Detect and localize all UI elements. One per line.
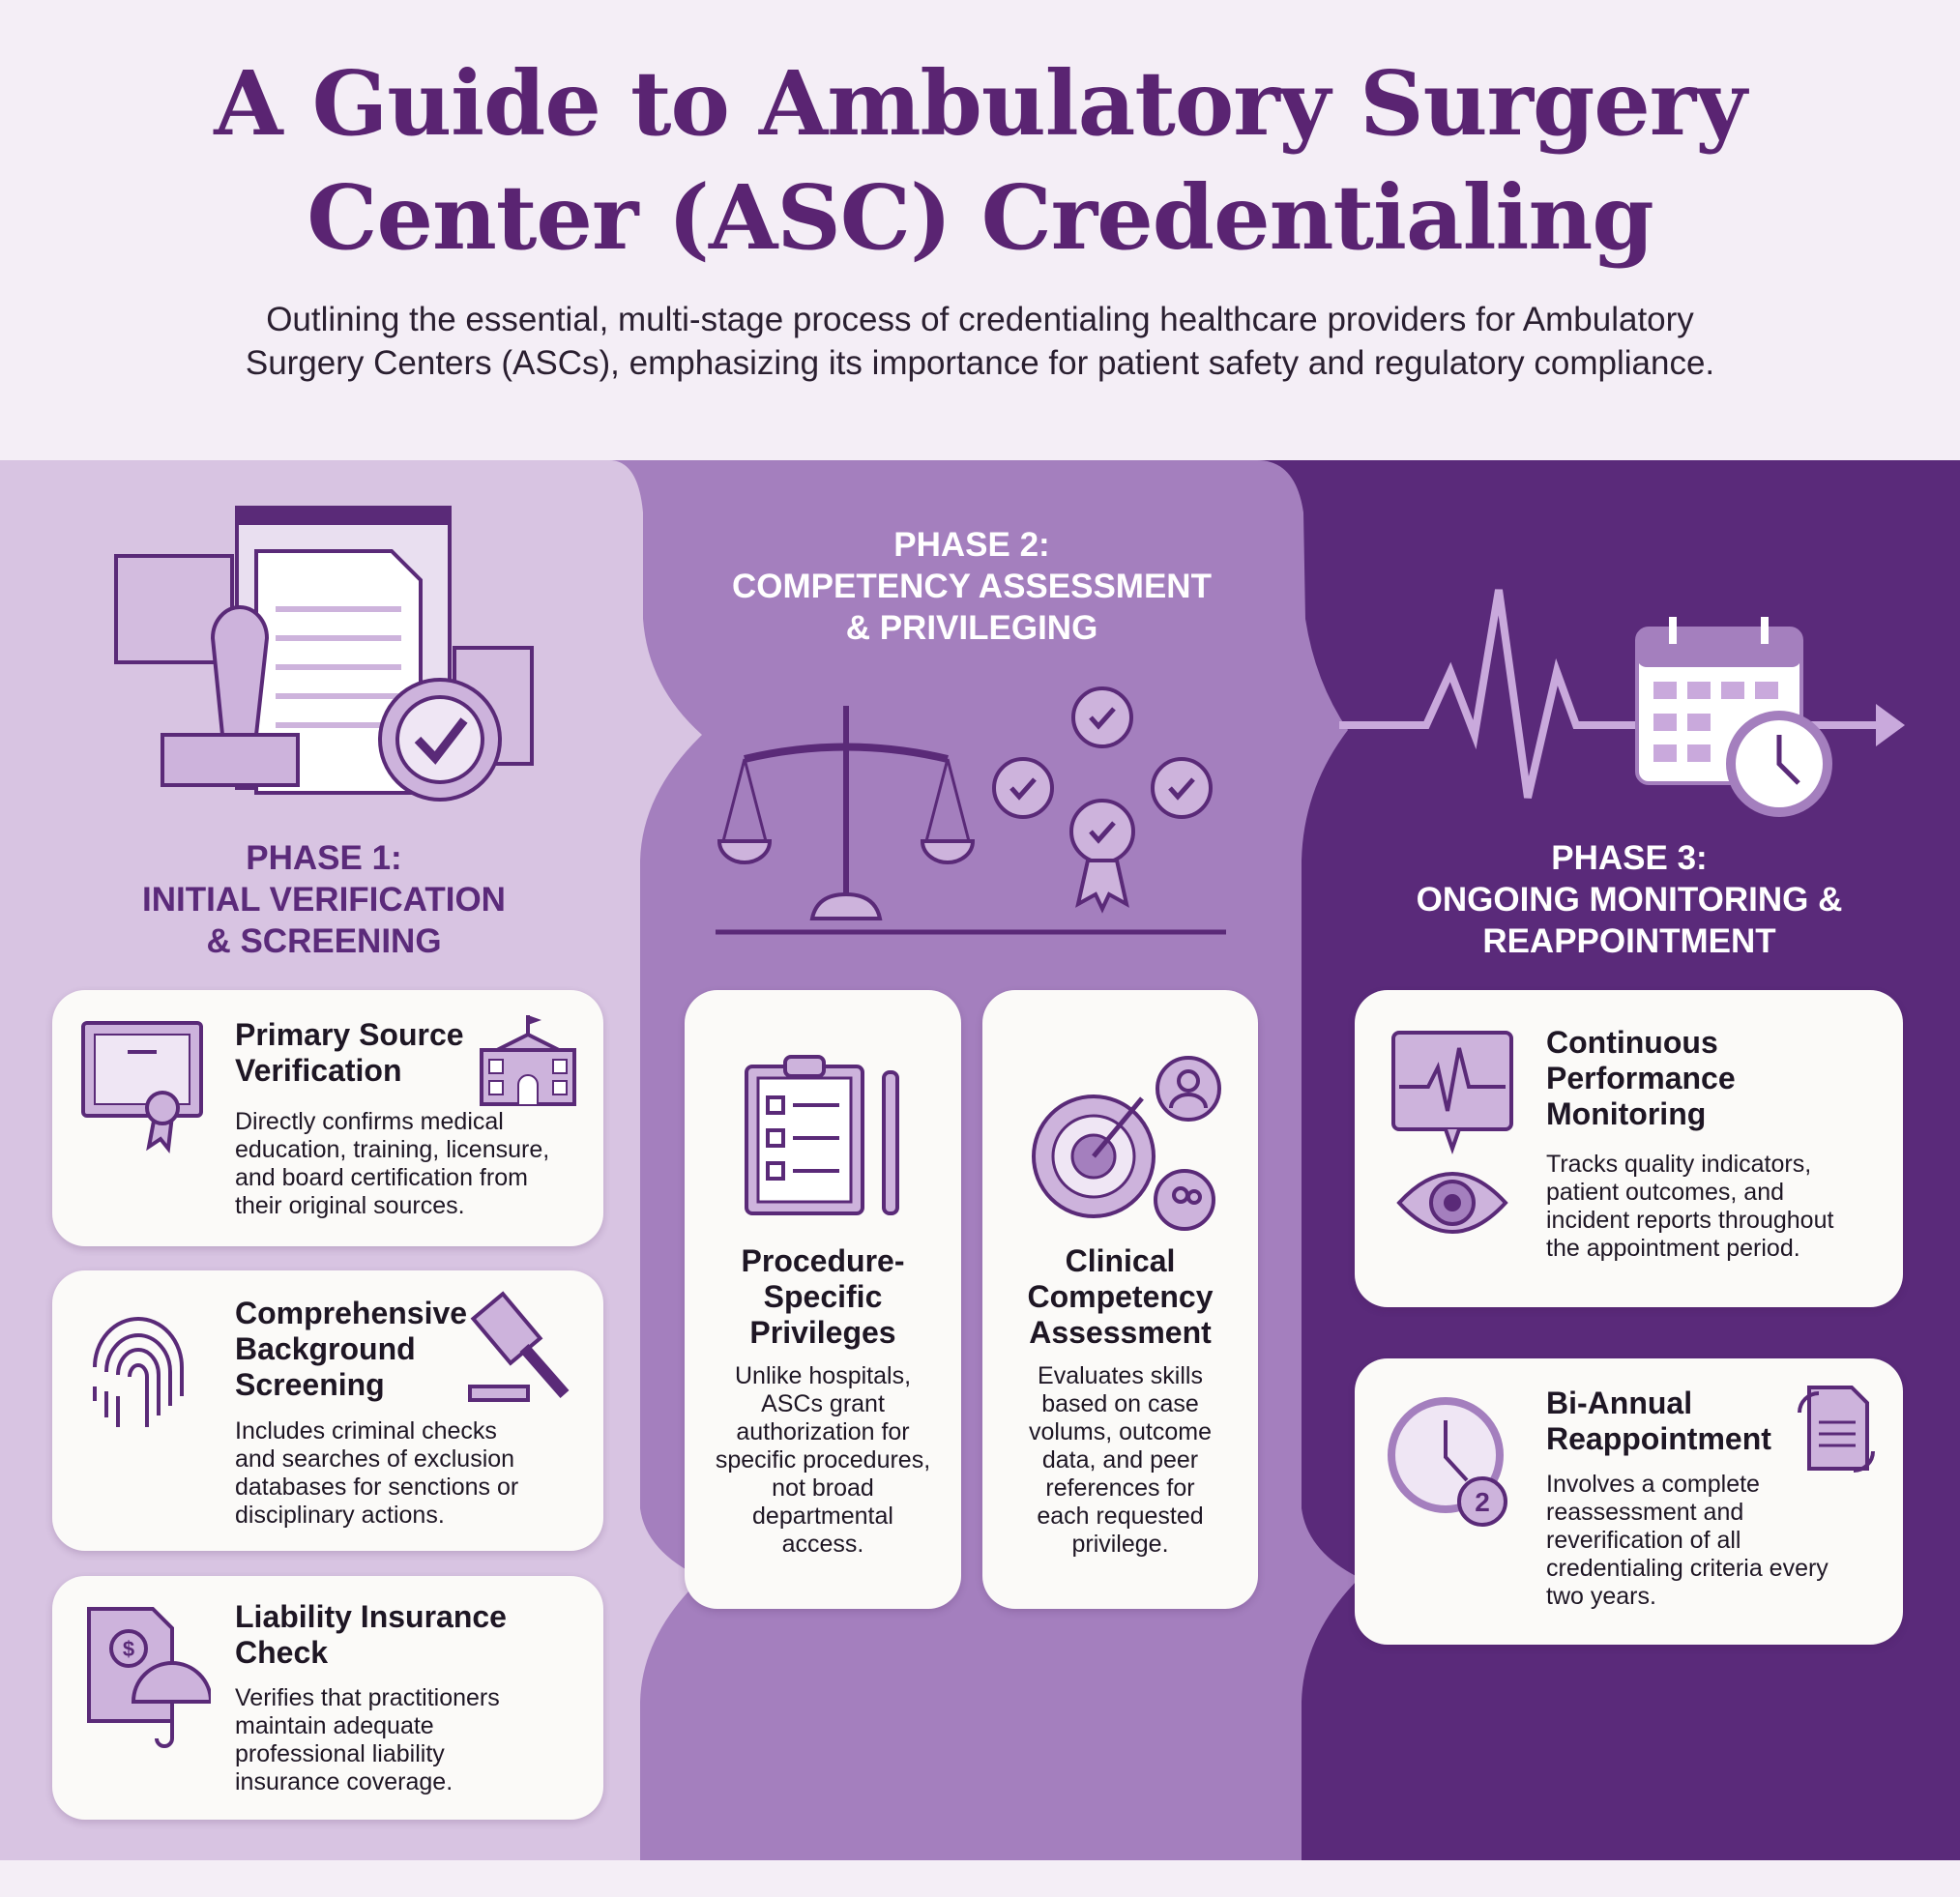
heartbeat-calendar-clock-icon — [1339, 589, 1905, 817]
card-body: Directly confirms medical education, trai… — [235, 1108, 550, 1219]
card-heading: Liability Insurance Check — [235, 1599, 507, 1670]
clipboard-checklist-icon — [745, 1055, 899, 1215]
diploma-icon — [81, 1021, 203, 1153]
gavel-icon — [468, 1291, 570, 1402]
badge-number: 2 — [1475, 1487, 1490, 1517]
svg-text:$: $ — [123, 1637, 134, 1661]
card-clinical-competency-assessment: Clinical Competency Assessment Evaluates s… — [982, 990, 1258, 1609]
page-subtitle: Outlining the essential, multi-stage pro… — [245, 301, 1715, 382]
card-heading: Primary Source Verification — [235, 1017, 464, 1088]
card-body: Unlike hospitals, ASCs grant authorization… — [715, 1362, 931, 1558]
monitor-heartbeat-icon — [1391, 1031, 1513, 1234]
card-primary-source-verification: Primary Source Verification Directly conf… — [52, 990, 603, 1246]
card-heading: Procedure- Specific Privileges — [741, 1243, 905, 1350]
eye-icon — [1396, 1172, 1508, 1234]
card-liability-insurance: $ Liability Insurance Check Verifies that… — [52, 1576, 603, 1820]
school-building-icon — [480, 1015, 576, 1106]
card-heading: Continuous Performance Monitoring — [1546, 1025, 1736, 1131]
card-body: Verifies that practitioners maintain adeq… — [235, 1684, 500, 1795]
card-body: Includes criminal checks and searches of … — [235, 1417, 519, 1529]
card-heading: Bi-Annual Reappointment — [1546, 1386, 1771, 1456]
card-heading: Clinical Competency Assessment — [1027, 1243, 1214, 1350]
card-body: Evaluates skills based on case volums, out… — [1029, 1362, 1212, 1558]
card-procedure-specific-privileges: Procedure- Specific Privileges Unlike hosp… — [685, 990, 961, 1609]
phase2-title: PHASE 2: COMPETENCY ASSESSMENT & PRIVILEGI… — [732, 526, 1212, 647]
phase1-title: PHASE 1: INITIAL VERIFICATION & SCREENING — [142, 839, 506, 960]
phase3-title: PHASE 3: ONGOING MONITORING & REAPPOINTMEN… — [1416, 839, 1843, 960]
documents-stamp-badge-icon — [114, 506, 534, 802]
award-badges — [992, 686, 1213, 914]
card-body: Involves a complete reassessment and rever… — [1546, 1471, 1828, 1610]
target-arrow-icon — [1032, 1056, 1221, 1231]
card-background-screening: Comprehensive Background Screening Include… — [52, 1270, 603, 1551]
page-title: A Guide to Ambulatory Surgery Center (ASC… — [214, 51, 1747, 270]
card-heading: Comprehensive Background Screening — [235, 1296, 468, 1402]
insurance-document-umbrella-icon: $ — [87, 1607, 211, 1748]
clock-cycle-2-icon: 2 — [1388, 1397, 1507, 1527]
document-refresh-icon — [1798, 1386, 1875, 1473]
card-bi-annual-reappointment: 2 Bi-Annual Reappointment Involves a comp… — [1355, 1358, 1903, 1645]
scales-awards-icon — [716, 686, 1226, 935]
card-body: Tracks quality indicators, patient outcom… — [1546, 1151, 1834, 1262]
card-continuous-performance-monitoring: Continuous Performance Monitoring Tracks q… — [1355, 990, 1903, 1307]
fingerprint-icon — [93, 1317, 184, 1427]
